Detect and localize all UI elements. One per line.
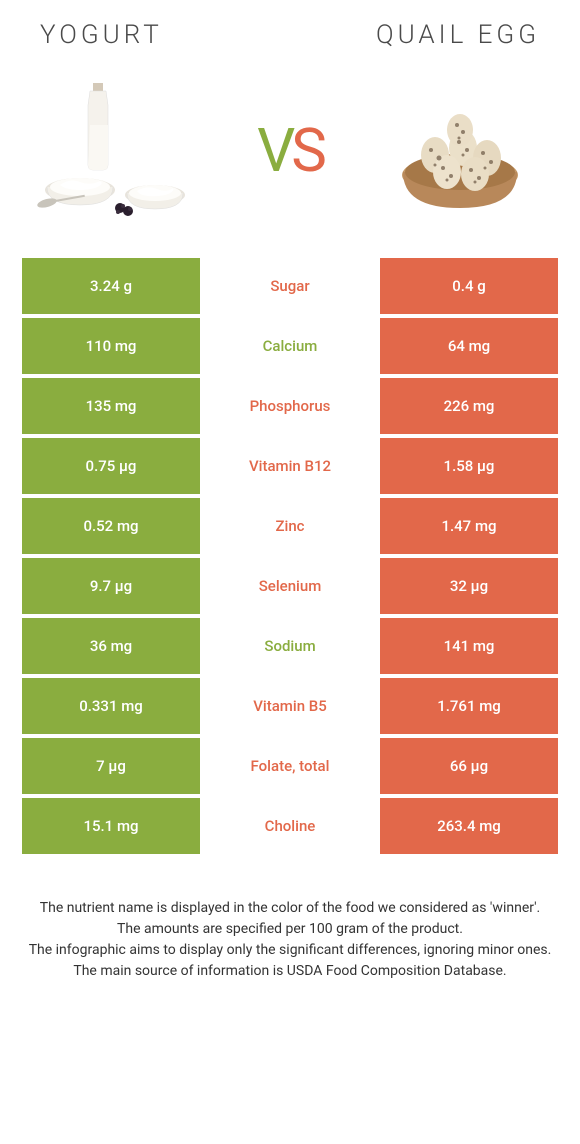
cell-left: 36 mg: [22, 618, 200, 674]
cell-label: Choline: [200, 798, 380, 854]
cell-right: 64 mg: [380, 318, 558, 374]
cell-right: 141 mg: [380, 618, 558, 674]
cell-left: 3.24 g: [22, 258, 200, 314]
cell-right: 1.47 mg: [380, 498, 558, 554]
table-row: 0.52 mgZinc1.47 mg: [22, 498, 558, 554]
table-row: 15.1 mgCholine263.4 mg: [22, 798, 558, 854]
title-right: Quail egg: [376, 20, 540, 50]
footer-line: The nutrient name is displayed in the co…: [28, 898, 552, 919]
cell-label: Calcium: [200, 318, 380, 374]
footer-text: The nutrient name is displayed in the co…: [0, 858, 580, 982]
images-row: VS: [0, 60, 580, 240]
cell-left: 7 µg: [22, 738, 200, 794]
cell-left: 0.52 mg: [22, 498, 200, 554]
cell-left: 15.1 mg: [22, 798, 200, 854]
footer-line: The amounts are specified per 100 gram o…: [28, 919, 552, 940]
table-row: 3.24 gSugar0.4 g: [22, 258, 558, 314]
table-row: 0.331 mgVitamin B51.761 mg: [22, 678, 558, 734]
cell-label: Zinc: [200, 498, 380, 554]
cell-left: 110 mg: [22, 318, 200, 374]
table-row: 7 µgFolate, total66 µg: [22, 738, 558, 794]
vs-label: VS: [257, 115, 323, 186]
table-row: 135 mgPhosphorus226 mg: [22, 378, 558, 434]
cell-left: 0.331 mg: [22, 678, 200, 734]
cell-label: Vitamin B12: [200, 438, 380, 494]
title-left: Yogurt: [40, 20, 163, 50]
table-row: 0.75 µgVitamin B121.58 µg: [22, 438, 558, 494]
footer-line: The main source of information is USDA F…: [28, 961, 552, 982]
table-row: 9.7 µgSelenium32 µg: [22, 558, 558, 614]
yogurt-image: [30, 70, 210, 230]
cell-label: Sugar: [200, 258, 380, 314]
cell-left: 9.7 µg: [22, 558, 200, 614]
cell-right: 0.4 g: [380, 258, 558, 314]
cell-label: Folate, total: [200, 738, 380, 794]
cell-right: 1.58 µg: [380, 438, 558, 494]
cell-right: 226 mg: [380, 378, 558, 434]
cell-right: 66 µg: [380, 738, 558, 794]
cell-left: 135 mg: [22, 378, 200, 434]
cell-label: Phosphorus: [200, 378, 380, 434]
quail-egg-image: [370, 70, 550, 230]
cell-right: 1.761 mg: [380, 678, 558, 734]
header: Yogurt Quail egg: [0, 0, 580, 60]
cell-left: 0.75 µg: [22, 438, 200, 494]
table-row: 36 mgSodium141 mg: [22, 618, 558, 674]
table-row: 110 mgCalcium64 mg: [22, 318, 558, 374]
cell-label: Sodium: [200, 618, 380, 674]
cell-right: 32 µg: [380, 558, 558, 614]
cell-label: Vitamin B5: [200, 678, 380, 734]
comparison-table: 3.24 gSugar0.4 g110 mgCalcium64 mg135 mg…: [22, 258, 558, 854]
footer-line: The infographic aims to display only the…: [28, 940, 552, 961]
vs-v: V: [257, 115, 291, 186]
cell-label: Selenium: [200, 558, 380, 614]
cell-right: 263.4 mg: [380, 798, 558, 854]
vs-s: S: [291, 115, 323, 186]
